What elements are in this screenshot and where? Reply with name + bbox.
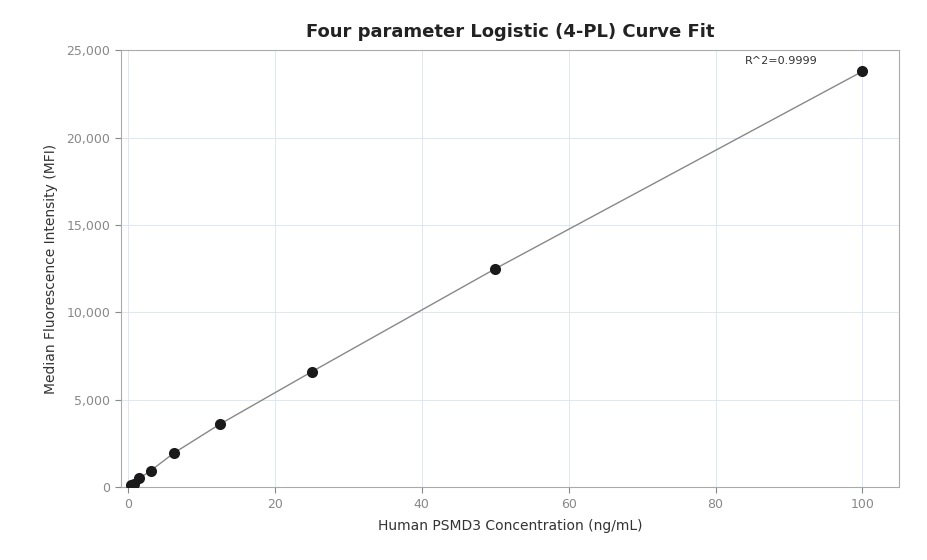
Text: R^2=0.9999: R^2=0.9999 <box>745 55 818 66</box>
Point <box>212 420 227 429</box>
Title: Four parameter Logistic (4-PL) Curve Fit: Four parameter Logistic (4-PL) Curve Fit <box>306 22 714 40</box>
Point <box>166 449 181 458</box>
Y-axis label: Median Fluorescence Intensity (MFI): Median Fluorescence Intensity (MFI) <box>44 144 57 394</box>
Point <box>855 67 870 76</box>
Point <box>488 264 502 273</box>
Point <box>132 474 146 483</box>
Point <box>123 481 138 490</box>
Point <box>304 367 319 376</box>
Point <box>126 479 141 488</box>
X-axis label: Human PSMD3 Concentration (ng/mL): Human PSMD3 Concentration (ng/mL) <box>377 519 642 533</box>
Point <box>144 466 159 475</box>
